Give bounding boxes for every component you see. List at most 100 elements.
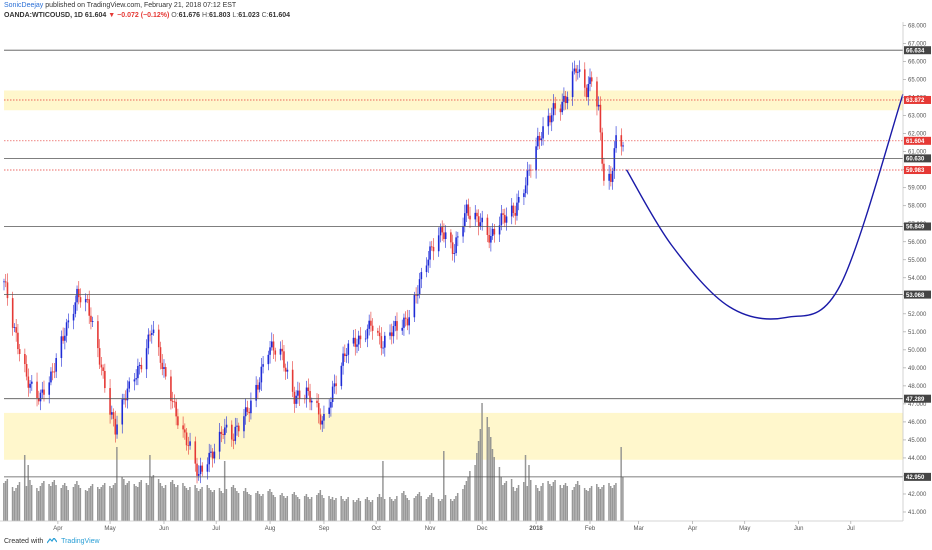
volume-bar <box>601 487 603 521</box>
candle-body <box>370 320 372 326</box>
volume-bar <box>418 492 421 521</box>
candle-body <box>611 171 614 182</box>
candle-body <box>566 97 569 104</box>
candle-body <box>137 365 139 379</box>
candle-body <box>420 272 423 280</box>
volume-bar <box>427 497 429 521</box>
candle-body <box>516 202 518 216</box>
volume-bar <box>171 480 174 521</box>
volume-bar <box>430 493 433 521</box>
volume-bar <box>267 491 269 521</box>
candle-body <box>526 170 529 186</box>
candle-body <box>41 389 44 393</box>
level-label: 42.950 <box>906 475 925 481</box>
volume-bar <box>53 480 56 521</box>
candle-body <box>550 115 553 123</box>
close-value: 61.604 <box>268 12 291 19</box>
candle-body <box>269 347 271 355</box>
candle-body <box>368 320 370 329</box>
candle-body <box>404 317 407 319</box>
volume-bar <box>535 485 537 521</box>
volume-bar <box>91 484 94 521</box>
brand-link[interactable]: TradingView <box>61 538 100 545</box>
volume-bar <box>30 485 33 521</box>
volume-bar <box>456 493 459 521</box>
candle-body <box>182 425 184 430</box>
volume-bar <box>270 492 273 521</box>
volume-bar <box>187 490 189 521</box>
candle-body <box>305 387 308 399</box>
volume-bar <box>260 496 262 521</box>
candle-body <box>37 397 40 402</box>
candle-body <box>345 354 348 357</box>
volume-bar <box>36 488 38 521</box>
price-axis-label: 50.000 <box>908 348 927 354</box>
volume-bar <box>488 427 490 521</box>
candle-body <box>279 348 282 355</box>
volume-bar <box>316 495 318 521</box>
candle-body <box>293 391 296 404</box>
candle-body <box>512 205 515 214</box>
volume-bar <box>345 499 348 521</box>
candle-body <box>237 425 240 432</box>
candle-body <box>159 347 162 363</box>
volume-bar <box>41 483 43 521</box>
candle-body <box>321 420 324 425</box>
volume-bar <box>197 491 200 521</box>
volume-bar <box>109 486 111 521</box>
volume-bar <box>210 490 212 521</box>
volume-bar <box>150 477 153 521</box>
volume-bar <box>573 487 575 521</box>
time-axis-label: Dec <box>477 526 488 532</box>
candle-body <box>295 395 297 404</box>
candle-body <box>97 321 99 349</box>
volume-bar <box>576 481 579 521</box>
candle-body <box>177 416 179 426</box>
candle-body <box>76 288 78 303</box>
level-label-bg <box>904 394 931 403</box>
volume-bar <box>230 487 233 521</box>
candle-body <box>297 390 299 396</box>
candle-body <box>124 399 127 401</box>
level-label-bg <box>904 154 931 163</box>
volume-bar <box>347 497 349 521</box>
volume-bar <box>613 485 615 521</box>
volume-bar <box>303 496 306 521</box>
level-label: 47.289 <box>906 397 925 403</box>
candle-body <box>283 351 285 368</box>
volume-bar <box>136 487 139 521</box>
volume-bar <box>571 490 574 521</box>
candle-body <box>161 362 164 369</box>
volume-bar <box>307 497 309 521</box>
candle-body <box>225 424 228 428</box>
volume-bar <box>406 498 409 521</box>
time-axis-label: May <box>104 526 115 532</box>
volume-bar <box>514 491 516 521</box>
candle-body <box>335 383 337 387</box>
candle-body <box>286 369 289 372</box>
candle-body <box>344 353 346 357</box>
author-name[interactable]: SonicDeejay <box>4 2 44 9</box>
candle-body <box>323 413 325 421</box>
candle-body <box>11 298 14 328</box>
volume-bar <box>74 484 76 521</box>
time-axis-label: Sep <box>319 526 330 532</box>
volume-bar <box>609 486 612 521</box>
symbol-name: OANDA:WTICOUSD, 1D <box>4 12 83 19</box>
volume-bar <box>510 479 513 521</box>
time-axis-label: Feb <box>585 526 596 532</box>
level-label: 66.634 <box>906 48 925 54</box>
volume-bar <box>449 499 452 521</box>
volume-bar <box>524 455 527 521</box>
candle-body <box>102 367 104 371</box>
volume-bar <box>608 483 610 521</box>
candle-body <box>262 364 264 367</box>
volume-bar <box>333 500 335 521</box>
candle-body <box>213 451 216 459</box>
time-axis-label: Apr <box>688 526 697 532</box>
volume-bar <box>415 496 417 521</box>
volume-bar <box>512 487 515 521</box>
volume-bar <box>441 499 443 521</box>
candle-body <box>170 376 172 401</box>
